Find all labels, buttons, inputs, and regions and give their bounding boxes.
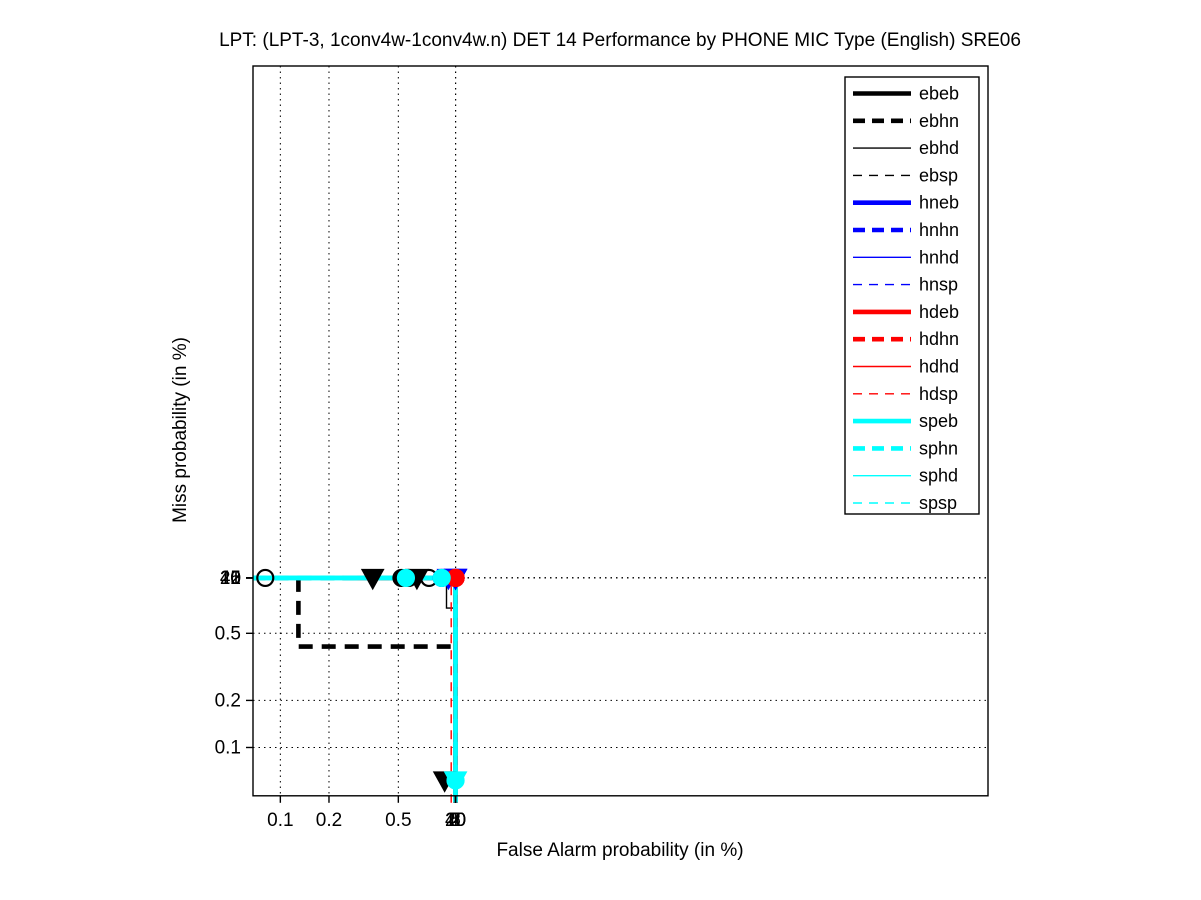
y-tick-label: 0.5 — [215, 623, 241, 644]
det-curve-segment-ebhn — [296, 577, 458, 803]
legend-entry-sphd: sphd — [853, 466, 958, 486]
legend-entry-hnhd: hnhd — [853, 247, 959, 267]
circle-open-marker — [256, 568, 275, 588]
legend-entry-ebhd: ebhd — [853, 138, 959, 158]
legend-label: sphn — [919, 438, 958, 458]
y-tick-label: 0.1 — [215, 737, 241, 758]
y-tick-label: 5 — [230, 568, 241, 589]
det-curve-segment-spsp — [253, 577, 457, 803]
operating-point-markers — [256, 568, 468, 793]
legend-label: ebhn — [919, 111, 959, 131]
legend-box — [844, 76, 980, 515]
x-tick-label: 0.1 — [267, 810, 293, 831]
legend-entry-ebhn: ebhn — [853, 111, 959, 131]
legend-label: hneb — [919, 193, 959, 213]
axes-frame — [246, 65, 989, 803]
legend-label: ebsp — [919, 165, 958, 185]
legend-entry-hneb: hneb — [853, 193, 959, 213]
legend-label: hnhn — [919, 220, 959, 240]
x-tick-label: 20 — [445, 810, 466, 831]
legend-entry-ebeb: ebeb — [853, 84, 959, 104]
legend-entry-speb: speb — [853, 411, 958, 431]
legend-entry-hdsp: hdsp — [853, 384, 958, 404]
legend-label: hnhd — [919, 247, 959, 267]
legend-entry-spsp: spsp — [853, 493, 957, 513]
legend-label: hdhd — [919, 357, 959, 377]
chart-title: LPT: (LPT-3, 1conv4w-1conv4w.n) DET 14 P… — [219, 30, 1021, 51]
legend-entry-hdhn: hdhn — [853, 329, 959, 349]
legend-entry-hdhd: hdhd — [853, 357, 959, 377]
y-tick-label: 10 — [220, 568, 241, 589]
x-tick-label: 2 — [450, 810, 461, 831]
y-tick-label: 40 — [220, 568, 241, 589]
triangle-filled-marker — [443, 771, 468, 793]
legend-entry-sphn: sphn — [853, 438, 958, 458]
x-tick-label: 5 — [450, 810, 461, 831]
legend-label: ebhd — [919, 138, 959, 158]
triangle-filled-marker — [360, 568, 385, 591]
legend-label: speb — [919, 411, 958, 431]
legend-entry-hdeb: hdeb — [853, 302, 959, 322]
circle-filled-marker — [432, 568, 451, 588]
legend-label: hnsp — [919, 275, 958, 295]
legend-label: hdhn — [919, 329, 959, 349]
circle-filled-marker — [396, 568, 416, 588]
legend-entry-hnhn: hnhn — [853, 220, 959, 240]
x-axis-label: False Alarm probability (in %) — [496, 840, 744, 861]
x-tick-label: 10 — [445, 810, 466, 831]
legend-entry-ebsp: ebsp — [853, 165, 958, 185]
legend-label: ebeb — [919, 84, 959, 104]
legend-label: sphd — [919, 466, 958, 486]
legend: ebeb ebhn ebhd ebsp hneb hnhn hnhd hnsp hdeb hdhn… — [844, 76, 980, 515]
y-tick-label: 20 — [220, 568, 241, 589]
x-tick-label: 0.2 — [316, 810, 342, 831]
y-tick-label: 0.2 — [215, 690, 241, 711]
legend-label: spsp — [919, 493, 957, 513]
y-tick-label: 2 — [230, 568, 241, 589]
legend-label: hdsp — [919, 384, 958, 404]
y-tick-label: 1 — [230, 568, 241, 589]
x-tick-label: 1 — [450, 810, 461, 831]
legend-entry-hnsp: hnsp — [853, 275, 958, 295]
x-tick-label: 40 — [445, 810, 466, 831]
plot-frame — [252, 65, 989, 797]
legend-label: hdeb — [919, 302, 959, 322]
x-tick-label: 0.5 — [385, 810, 411, 831]
